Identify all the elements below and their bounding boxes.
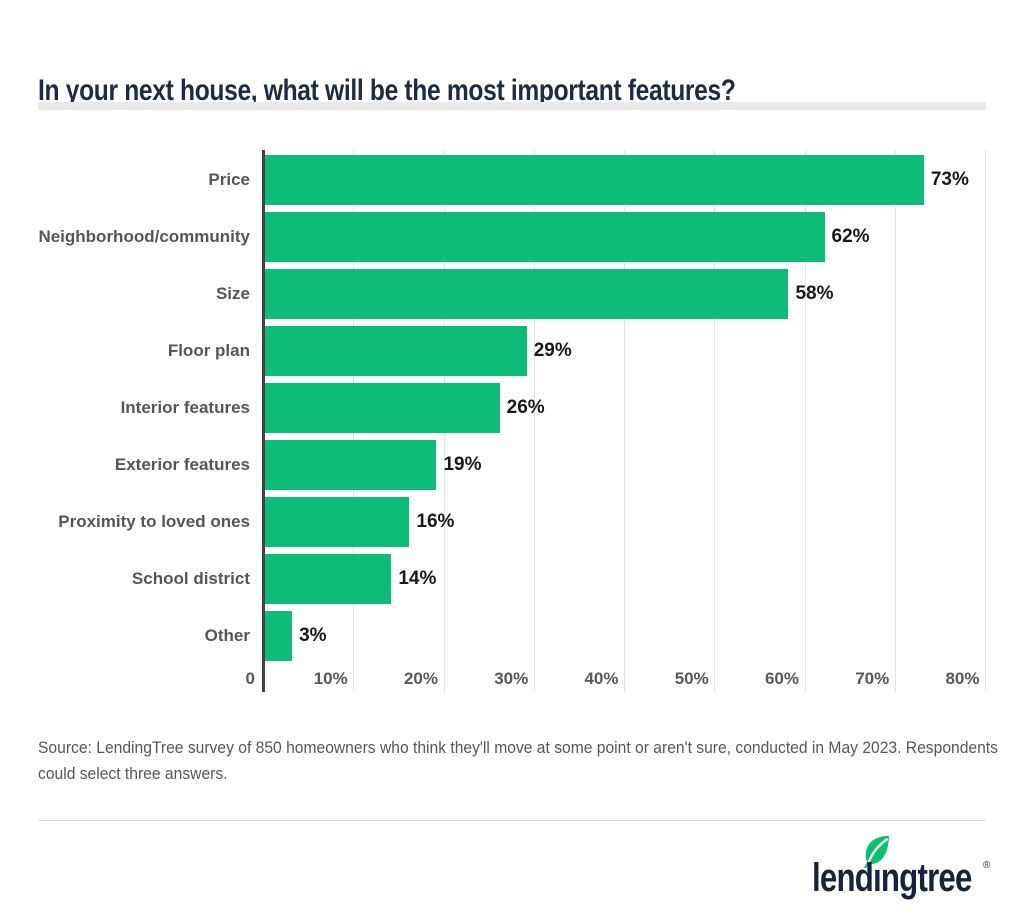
bar-value-label: 19%	[443, 454, 482, 475]
registered-trademark: ®	[983, 860, 991, 871]
page-title: In your next house, what will be the mos…	[38, 74, 736, 108]
logo-wordmark: lendıngtree	[812, 856, 972, 900]
source-note-line-1: Source: LendingTree survey of 850 homeow…	[38, 738, 998, 757]
x-tick-label: 30%	[494, 669, 529, 688]
bar	[265, 269, 789, 319]
bar	[265, 554, 392, 604]
category-label: School district	[131, 569, 250, 588]
x-tick-label: 70%	[855, 669, 890, 688]
bar	[265, 383, 500, 433]
bar	[265, 212, 825, 262]
bar-value-label: 73%	[930, 169, 969, 190]
y-axis-line	[262, 150, 265, 692]
bar-value-label: 62%	[831, 226, 870, 247]
bar-value-label: 14%	[398, 568, 437, 589]
category-label: Exterior features	[114, 455, 250, 474]
category-label: Proximity to loved ones	[58, 512, 250, 531]
leaf-icon	[864, 835, 889, 868]
lendingtree-logo: lendıngtree ®	[812, 834, 992, 902]
category-label: Size	[215, 284, 250, 303]
category-label: Neighborhood/community	[38, 227, 250, 246]
bar	[265, 611, 293, 661]
category-label: Interior features	[120, 398, 250, 417]
bar	[265, 326, 527, 376]
bar-value-label: 3%	[299, 625, 327, 646]
bar-value-label: 58%	[795, 283, 834, 304]
x-tick-label: 40%	[584, 669, 619, 688]
x-tick-label: 60%	[764, 669, 799, 688]
bar-chart: Price 73% Neighborhood/community 62% Size 58%…	[0, 150, 1024, 692]
title-divider	[38, 102, 986, 110]
source-note-line-2: could select three answers.	[38, 764, 228, 783]
category-label: Other	[204, 626, 250, 645]
bar-value-label: 16%	[416, 511, 455, 532]
bar	[265, 440, 437, 490]
gridline-30pct	[533, 150, 535, 692]
gridline-40pct	[624, 150, 625, 692]
gridline-70pct	[894, 150, 896, 692]
x-tick-label: 50%	[674, 669, 709, 688]
bar	[265, 497, 410, 547]
x-tick-label: 80%	[945, 669, 980, 688]
category-label: Price	[208, 170, 250, 189]
bar	[265, 155, 924, 205]
source-note: Source: LendingTree survey of 850 homeow…	[38, 735, 998, 787]
x-tick-label: 0	[245, 669, 255, 688]
bar-value-label: 29%	[533, 340, 572, 361]
footer-divider	[38, 820, 986, 821]
gridline-80pct	[985, 150, 986, 692]
gridline-60pct	[804, 150, 806, 692]
gridline-50pct	[714, 150, 716, 692]
category-label: Floor plan	[167, 341, 250, 360]
x-tick-label: 20%	[403, 669, 438, 688]
x-tick-label: 10%	[313, 669, 348, 688]
bar-value-label: 26%	[506, 397, 545, 418]
